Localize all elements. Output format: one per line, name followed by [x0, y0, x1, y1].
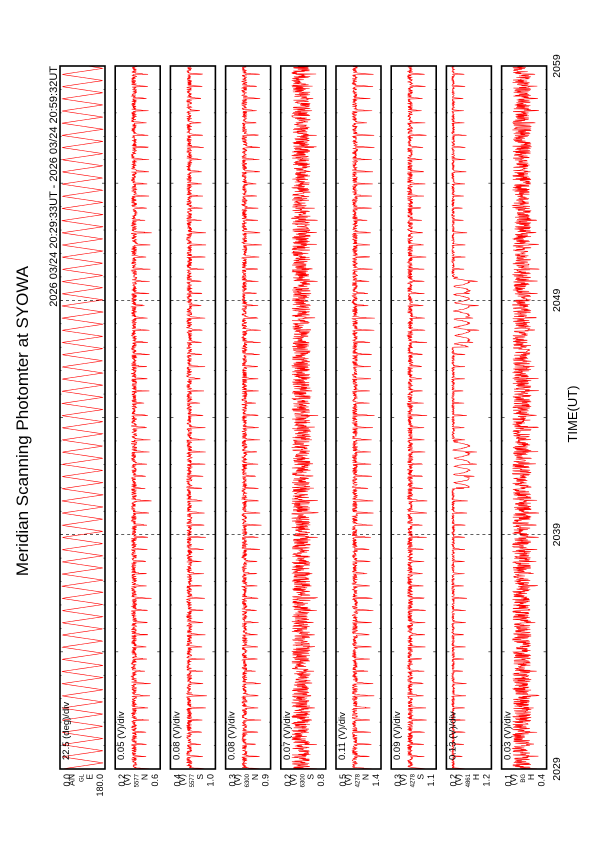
- panel-frame: [224, 65, 272, 770]
- series-line-ch-6300-n: [240, 65, 262, 770]
- channel-unit-label: (V): [398, 774, 408, 786]
- panel-frame: [169, 65, 217, 770]
- channel-direction-label: N: [140, 774, 150, 780]
- channel-wavelength-label: GL: [80, 773, 86, 782]
- channel-direction-label: H: [526, 774, 536, 780]
- panel-frame: [500, 65, 548, 770]
- channel-direction-label: S: [195, 774, 205, 780]
- y-tick-label: 0.2: [448, 774, 458, 787]
- scale-label: 0.09 (V)/div: [392, 711, 403, 760]
- panel-ch-6300-n: 0.08 (V)/div 0.9 0.3(V) 6300 N: [224, 65, 272, 787]
- series-line-ch-5577-s: [185, 65, 207, 770]
- y-tick-label: 0.5: [338, 774, 348, 787]
- panel-frame: [279, 65, 327, 770]
- x-tick-2059: 2059: [551, 54, 563, 78]
- scale-label: 0.08 (V)/div: [171, 711, 182, 760]
- channel-unit-label: (V): [232, 774, 242, 786]
- channel-wavelength-label: BG: [521, 774, 527, 783]
- channel-unit-label: (V): [453, 774, 463, 786]
- y-tick-label: 1.1: [426, 774, 436, 787]
- panel-ch-5577-n: 0.05 (V)/div 0.6 0.2(V) 5577 N: [114, 65, 161, 787]
- x-tick-2049: 2049: [551, 288, 563, 312]
- channel-direction-label: H: [471, 774, 481, 780]
- channel-unit-label: (V): [343, 774, 353, 786]
- y-tick-label: 1.2: [481, 774, 491, 787]
- panel-frame: [445, 65, 493, 770]
- x-tick-labels: 2029 2039 2049 2059: [551, 54, 563, 781]
- y-tick-label: 0.4: [172, 774, 182, 787]
- y-tick-label: 180.0: [95, 774, 105, 797]
- channel-wavelength-label: 5577: [190, 773, 196, 787]
- x-axis-label: TIME(UT): [565, 385, 580, 442]
- channel-unit-label: AN: [67, 774, 77, 786]
- channel-direction-label: N: [361, 774, 371, 780]
- x-tick-2029: 2029: [551, 757, 563, 781]
- panel-ch-5577-s: 0.08 (V)/div 1.0 0.4(V) 5577 S: [169, 65, 217, 787]
- panel-frame: [59, 65, 106, 770]
- scale-label: 0.07 (V)/div: [282, 711, 293, 760]
- panel-ch-6300-s: 0.07 (V)/div 0.8 0.2(V) 6300 S: [279, 65, 327, 787]
- channel-direction-label: S: [305, 774, 315, 780]
- channel-wavelength-label: 4861: [466, 773, 472, 787]
- scale-label: 0.03 (V)/div: [503, 711, 514, 760]
- series-line-scan-angle: [61, 65, 104, 770]
- x-tick-2039: 2039: [551, 523, 563, 547]
- panel-frame: [335, 65, 382, 770]
- y-tick-label: 0.3: [228, 774, 238, 787]
- channel-direction-label: E: [85, 774, 95, 780]
- scale-label: 0.11 (V)/div: [337, 712, 348, 760]
- chart-title: Meridian Scanning Photomter at SYOWA: [13, 265, 32, 576]
- channel-direction-label: S: [416, 774, 426, 780]
- series-line-ch-4861: [450, 65, 480, 770]
- scale-label: 0.05 (V)/div: [116, 711, 127, 760]
- y-tick-label: 0.3: [393, 774, 403, 787]
- channel-wavelength-label: 4278: [356, 773, 362, 787]
- channel-wavelength-label: 6300: [245, 773, 251, 787]
- y-tick-label: 0.1: [504, 774, 514, 787]
- time-range-label: 2026 03/24 20:29:33UT - 2026 03/24 20:59…: [48, 66, 60, 307]
- channel-wavelength-label: 5577: [135, 773, 141, 787]
- channel-wavelength-label: 4278: [411, 773, 417, 787]
- y-tick-label: 0.6: [150, 774, 160, 787]
- y-tick-label: 0.2: [117, 774, 127, 787]
- panel-ch-4278-s: 0.09 (V)/div 1.1 0.3(V) 4278 S: [390, 65, 438, 787]
- channel-unit-label: (V): [122, 774, 132, 786]
- y-tick-label: 0.8: [316, 774, 326, 787]
- scale-label: 0.08 (V)/div: [227, 711, 238, 760]
- series-line-ch-5577-n: [130, 65, 152, 770]
- series-line-ch-6300-s: [290, 65, 319, 770]
- y-tick-label: 0.0: [62, 774, 72, 787]
- series-line-ch-4278-s: [406, 65, 428, 770]
- channel-unit-label: (V): [508, 774, 518, 786]
- y-tick-label: 0.9: [261, 774, 271, 787]
- series-line-ch-4278-n: [351, 65, 375, 770]
- panel-ch-bg: 0.03 (V)/div 0.4 0.1(V) BG H: [500, 65, 548, 787]
- scale-label: 22.5 (deg)/div: [61, 702, 72, 760]
- scale-label: 0.13 (V)/div: [447, 711, 458, 760]
- channel-unit-label: (V): [177, 774, 187, 786]
- channel-unit-label: (V): [287, 774, 297, 786]
- y-tick-label: 1.4: [371, 774, 381, 787]
- panel-scan-angle: 22.5 (deg)/div 180.0 0.0AN GL E: [59, 65, 106, 797]
- panel-ch-4861: 0.13 (V)/div 1.2 0.2(V) 4861 H: [445, 65, 493, 787]
- channel-direction-label: N: [250, 774, 260, 780]
- y-tick-label: 0.4: [537, 774, 547, 787]
- panel-ch-4278-n: 0.11 (V)/div 1.4 0.5(V) 4278 N: [335, 65, 382, 787]
- panel-frame: [114, 65, 161, 770]
- series-line-ch-bg: [511, 65, 540, 770]
- panel-frame: [390, 65, 438, 770]
- y-tick-label: 1.0: [205, 774, 215, 787]
- y-tick-label: 0.2: [283, 774, 293, 787]
- channel-wavelength-label: 6300: [300, 773, 306, 787]
